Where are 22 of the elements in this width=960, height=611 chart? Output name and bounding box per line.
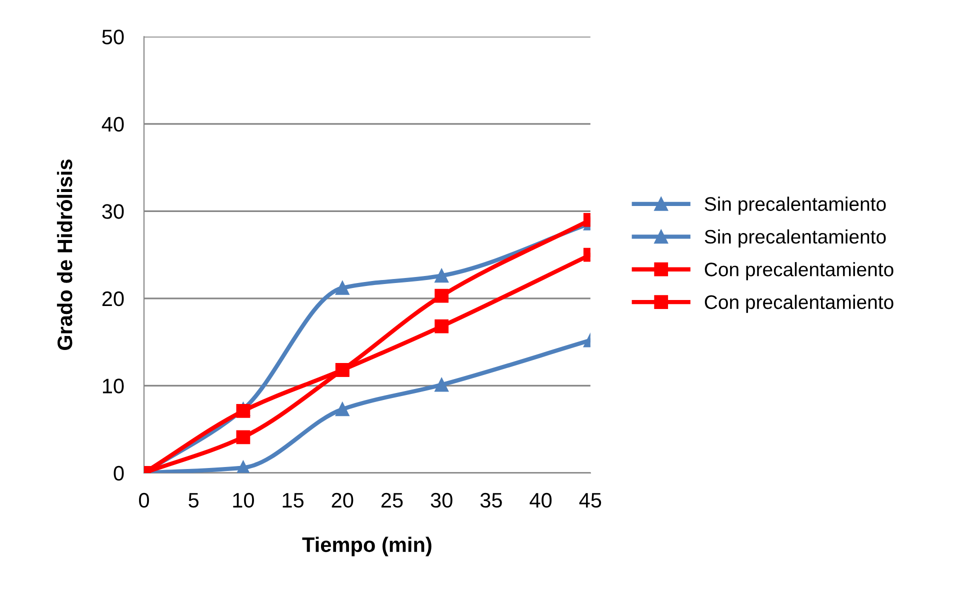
y-tick-label: 10 xyxy=(102,378,124,394)
y-axis-title: Grado de Hidrólisis xyxy=(56,160,72,350)
y-tick-label: 0 xyxy=(114,466,124,481)
legend-label: Sin precalentamiento xyxy=(704,229,886,248)
x-tick-label: 25 xyxy=(381,492,403,508)
x-tick-label: 10 xyxy=(233,492,254,508)
legend-label: Con precalentamiento xyxy=(704,262,894,280)
x-tick-label: 0 xyxy=(139,492,149,508)
x-axis-title: Tiempo (min) xyxy=(302,536,432,556)
x-tick-label: 40 xyxy=(530,492,552,508)
y-tick-label: 50 xyxy=(102,30,124,44)
x-tick-label: 30 xyxy=(430,492,452,508)
x-tick-label: 35 xyxy=(480,492,502,508)
x-tick-label: 45 xyxy=(579,493,602,508)
x-tick-label: 5 xyxy=(188,493,199,508)
legend-label: Con precalentamiento xyxy=(704,294,894,313)
y-tick-label: 20 xyxy=(102,291,124,306)
y-tick-label: 40 xyxy=(102,116,124,132)
x-tick-label: 15 xyxy=(282,493,304,508)
x-tick-label: 20 xyxy=(332,492,354,508)
y-tick-label: 30 xyxy=(102,204,124,219)
legend-label: Sin precalentamiento xyxy=(704,196,886,215)
